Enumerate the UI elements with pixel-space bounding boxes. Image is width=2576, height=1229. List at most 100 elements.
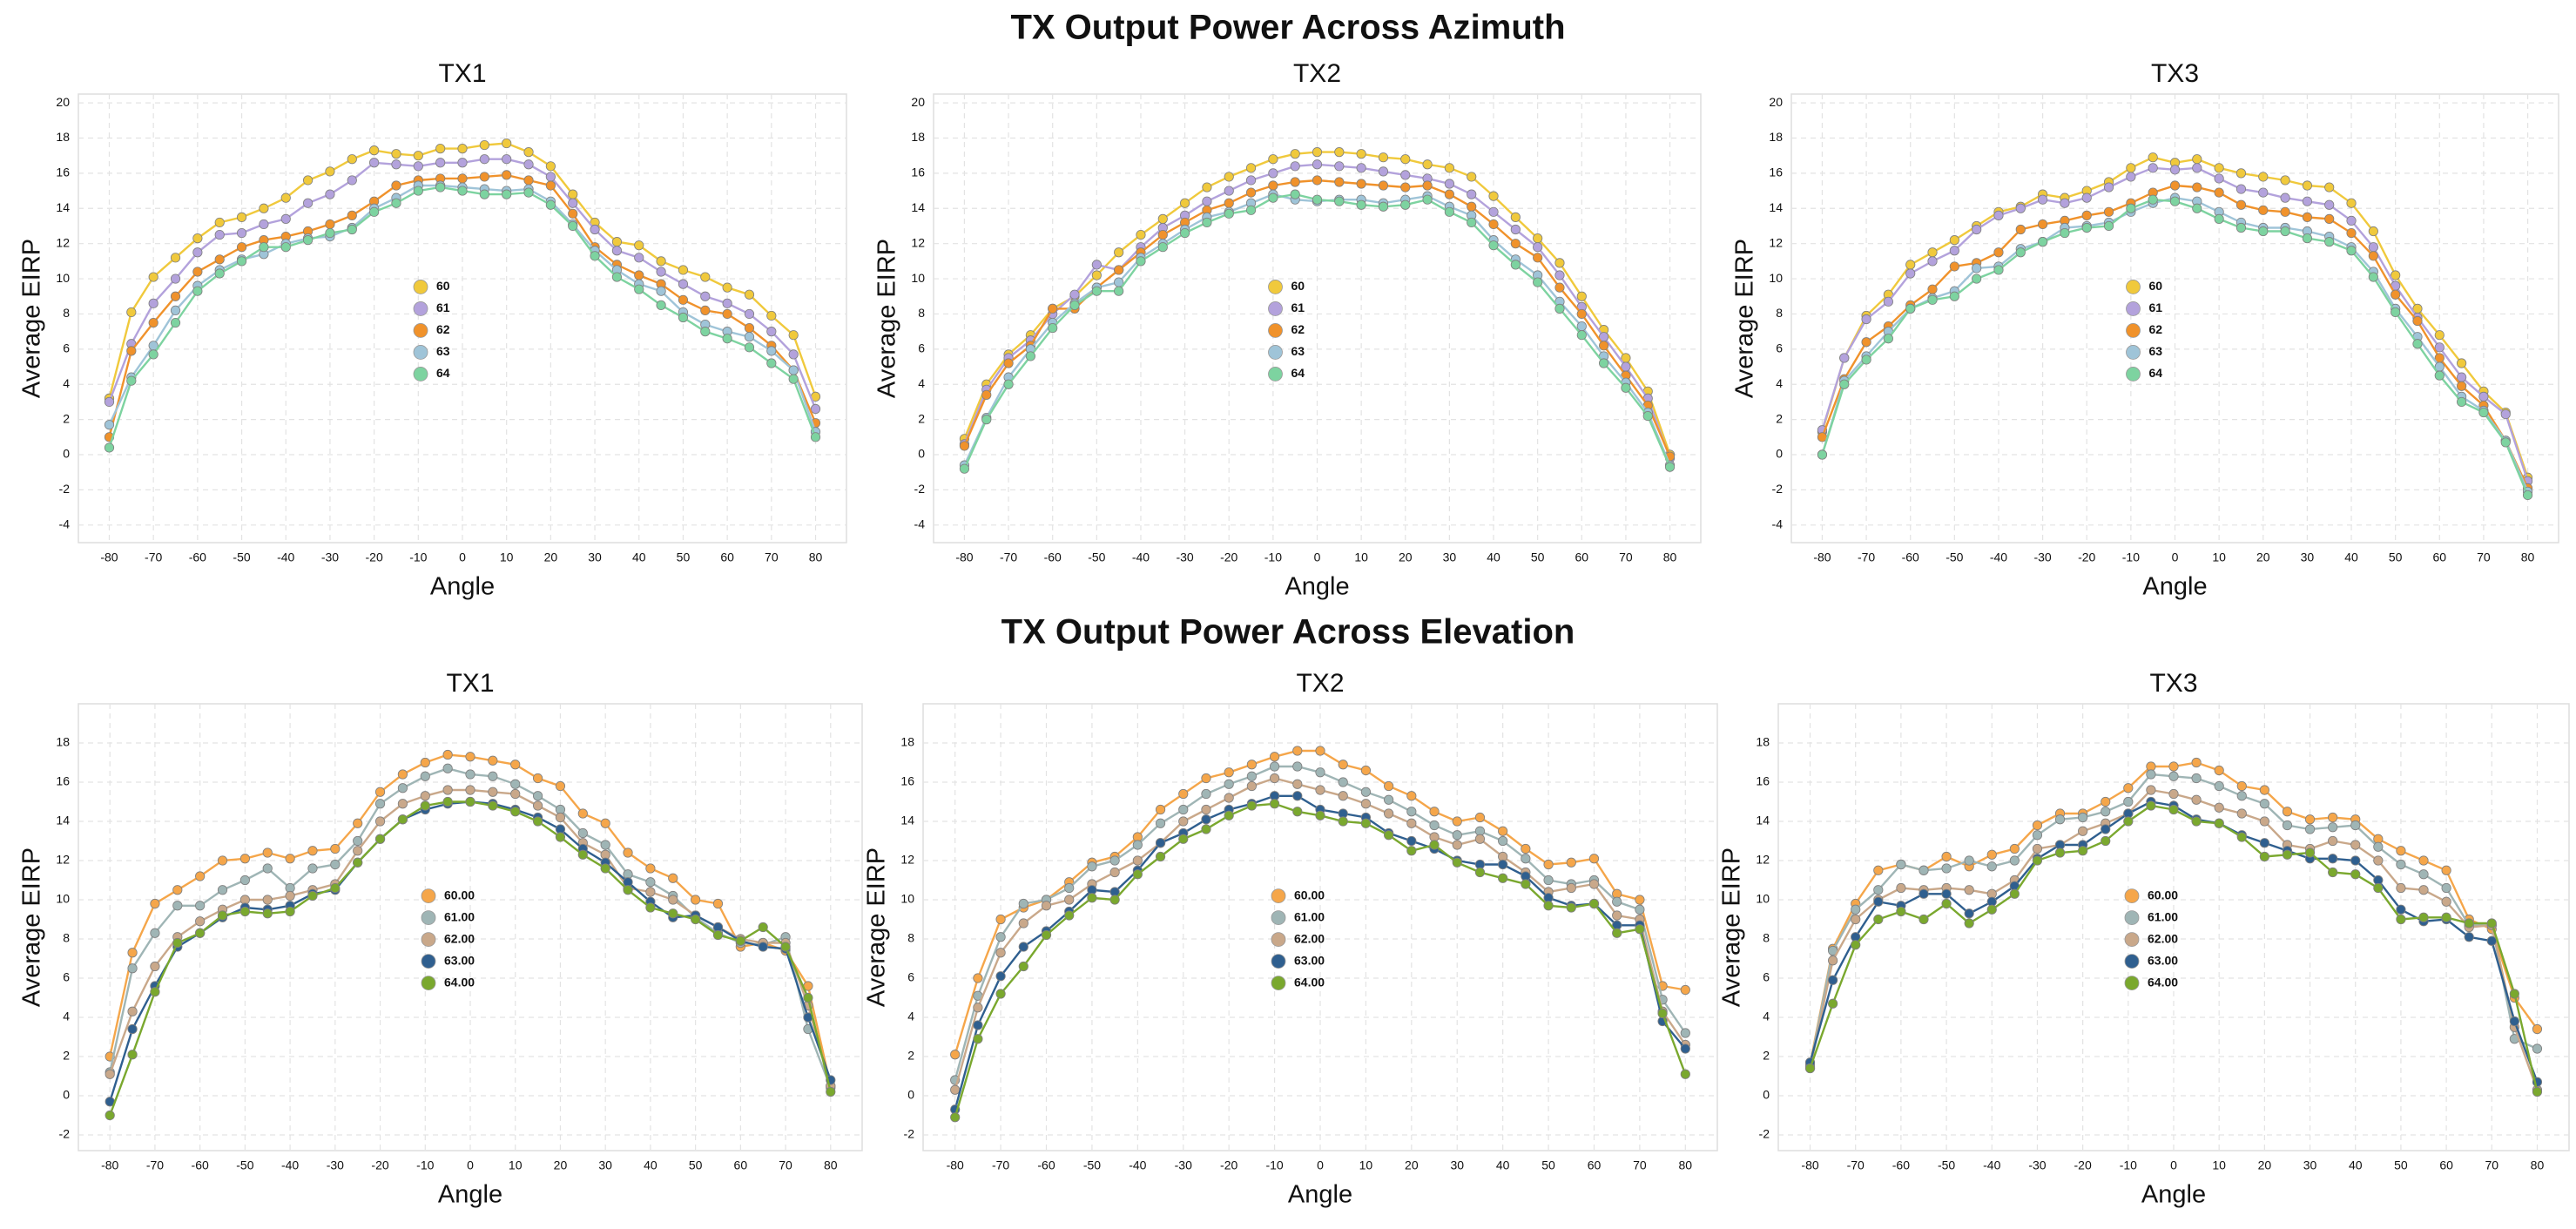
- data-point: [2191, 816, 2202, 827]
- data-point: [678, 279, 689, 289]
- data-point: [420, 791, 430, 801]
- data-point: [1949, 246, 1959, 256]
- data-point: [1576, 291, 1587, 301]
- data-point: [1817, 449, 1828, 460]
- data-point: [645, 887, 656, 897]
- data-point: [959, 463, 970, 474]
- data-point: [1109, 895, 1120, 905]
- data-point: [150, 928, 160, 938]
- data-point: [1201, 788, 1211, 800]
- data-point: [1378, 180, 1389, 191]
- data-point: [374, 816, 386, 827]
- data-point: [2500, 409, 2511, 420]
- data-point: [1378, 201, 1389, 212]
- data-point: [2373, 855, 2384, 866]
- y-tick-label: 18: [911, 130, 925, 144]
- data-point: [1554, 303, 1565, 314]
- y-tick-label: 4: [907, 1010, 914, 1023]
- data-point: [302, 235, 314, 246]
- data-point: [1312, 194, 1323, 205]
- data-point: [2328, 867, 2338, 878]
- data-point: [1927, 256, 1938, 267]
- data-point: [1109, 855, 1120, 866]
- data-point: [810, 403, 821, 415]
- data-point: [2236, 832, 2247, 842]
- data-point: [1069, 289, 1080, 300]
- data-point: [369, 206, 380, 217]
- x-axis-label: Angle: [1285, 573, 1349, 601]
- data-point: [280, 242, 291, 253]
- x-tick-label: -30: [2028, 1158, 2046, 1172]
- y-tick-label: 16: [1769, 165, 1783, 179]
- y-tick-label: 0: [63, 447, 70, 461]
- data-point: [127, 963, 138, 974]
- data-point: [1292, 791, 1303, 801]
- data-point: [1839, 379, 1850, 389]
- data-point: [126, 346, 137, 356]
- data-point: [1817, 432, 1828, 442]
- data-point: [1422, 159, 1433, 170]
- y-tick-label: 14: [911, 200, 925, 214]
- data-point: [1114, 265, 1124, 275]
- data-point: [435, 158, 446, 168]
- y-tick-label: 8: [1776, 306, 1783, 320]
- data-point: [1312, 159, 1323, 170]
- data-point: [457, 144, 468, 154]
- data-point: [2350, 869, 2361, 880]
- data-point: [2078, 812, 2088, 823]
- data-point: [1444, 206, 1454, 217]
- y-tick-label: 2: [63, 411, 70, 425]
- data-point: [1157, 242, 1168, 253]
- data-point: [788, 349, 799, 360]
- data-point: [2259, 816, 2269, 827]
- data-point: [104, 442, 115, 453]
- data-point: [1114, 247, 1124, 258]
- data-point: [995, 948, 1006, 958]
- data-point: [1041, 901, 1052, 911]
- data-point: [1949, 235, 1959, 246]
- data-point: [2214, 765, 2224, 776]
- data-point: [170, 253, 181, 263]
- data-point: [523, 175, 534, 186]
- subplot-title: TX2: [1293, 59, 1341, 88]
- y-tick-label: 18: [56, 130, 70, 144]
- data-point: [995, 989, 1006, 999]
- x-tick-label: -10: [1265, 1158, 1283, 1172]
- data-point: [195, 871, 206, 881]
- data-point: [1334, 161, 1345, 172]
- data-point: [488, 787, 498, 797]
- data-point: [1521, 854, 1531, 864]
- data-point: [1003, 358, 1014, 368]
- data-point: [577, 849, 588, 860]
- data-point: [1064, 882, 1075, 894]
- y-tick-label: -2: [1772, 482, 1784, 496]
- y-axis-label: Average EIRP: [18, 847, 46, 1007]
- data-point: [435, 144, 446, 154]
- data-point: [2009, 843, 2020, 854]
- data-point: [1543, 901, 1554, 911]
- data-point: [1406, 818, 1417, 828]
- data-point: [758, 942, 768, 952]
- data-point: [170, 273, 181, 284]
- data-point: [1091, 286, 1102, 296]
- x-tick-label: -50: [1945, 550, 1963, 564]
- data-point: [1972, 273, 1982, 284]
- data-point: [347, 210, 357, 220]
- data-point: [2038, 219, 2048, 230]
- data-point: [1292, 761, 1303, 772]
- x-tick-label: 70: [1633, 1158, 1647, 1172]
- data-point: [2373, 841, 2384, 852]
- data-point: [195, 916, 206, 927]
- data-point: [590, 224, 600, 235]
- data-point: [1268, 154, 1278, 165]
- data-point: [302, 198, 314, 208]
- data-point: [2168, 804, 2179, 815]
- data-point: [2396, 882, 2406, 894]
- data-point: [1905, 303, 1916, 314]
- data-point: [1178, 834, 1189, 844]
- legend-label: 63.00: [1294, 953, 1325, 967]
- data-point: [2324, 213, 2335, 224]
- data-point: [2441, 912, 2451, 922]
- data-point: [2457, 358, 2467, 368]
- data-point: [2391, 307, 2401, 318]
